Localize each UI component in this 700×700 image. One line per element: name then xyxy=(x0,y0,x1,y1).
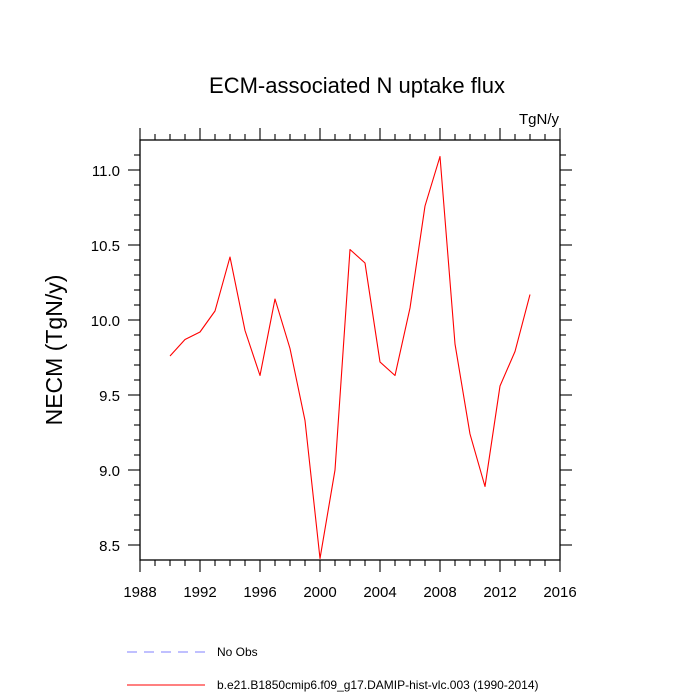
y-tick-label: 10.5 xyxy=(91,238,120,255)
y-tick-label: 8.5 xyxy=(99,538,120,555)
y-tick-label: 9.5 xyxy=(99,388,120,405)
axis-ticks xyxy=(128,128,572,572)
y-tick-label: 11.0 xyxy=(92,163,120,180)
plot-frame xyxy=(139,139,561,561)
x-tick-labels: 1988 1992 1996 2000 2004 2008 2012 2016 xyxy=(123,584,576,601)
chart-title: ECM-associated N uptake flux xyxy=(209,73,505,98)
y-axis-label: NECM (TgN/y) xyxy=(41,275,67,426)
y-tick-label: 10.0 xyxy=(91,313,120,330)
x-tick-label: 2008 xyxy=(423,584,456,601)
x-tick-label: 2012 xyxy=(483,584,516,601)
x-tick-label: 1988 xyxy=(123,584,156,601)
units-label: TgN/y xyxy=(519,111,560,128)
series-layer xyxy=(169,155,531,560)
x-tick-label: 2000 xyxy=(303,584,336,601)
legend-label-no-obs: No Obs xyxy=(217,645,258,659)
x-tick-label: 1992 xyxy=(183,584,216,601)
y-tick-labels: 8.5 9.0 9.5 10.0 10.5 11.0 xyxy=(91,163,120,555)
legend-label-model: b.e21.B1850cmip6.f09_g17.DAMIP-hist-vlc.… xyxy=(217,678,539,692)
x-tick-label: 2016 xyxy=(543,584,576,601)
legend: No Obs b.e21.B1850cmip6.f09_g17.DAMIP-hi… xyxy=(127,645,539,692)
x-tick-label: 2004 xyxy=(363,584,396,601)
y-tick-label: 9.0 xyxy=(99,463,120,480)
series-line-0 xyxy=(169,155,531,560)
x-tick-label: 1996 xyxy=(243,584,276,601)
